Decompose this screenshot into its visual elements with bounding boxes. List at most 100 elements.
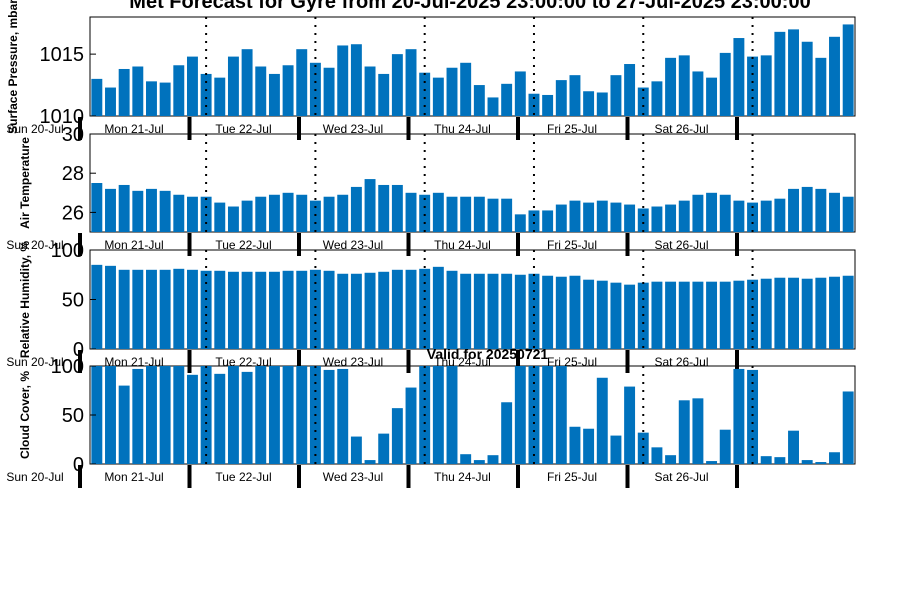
y-tick-label: 100 [51, 356, 84, 378]
y-tick-label: 50 [62, 405, 84, 427]
bar [391, 269, 403, 349]
x-day-label: Tue 22-Jul [215, 122, 271, 136]
bar [241, 200, 253, 232]
bar [405, 192, 417, 232]
bar [255, 366, 267, 464]
bar [282, 192, 294, 232]
bar [733, 280, 745, 349]
bar [624, 64, 636, 116]
bar [446, 196, 458, 232]
bar [419, 194, 431, 232]
bar [596, 280, 608, 349]
bar [159, 82, 171, 116]
bar [555, 204, 567, 232]
bar [391, 54, 403, 117]
bar [132, 368, 144, 464]
bar [842, 24, 854, 116]
bar [610, 202, 622, 232]
bar [555, 276, 567, 349]
y-axis-label: Relative Humidity, % [18, 241, 32, 358]
bar [159, 366, 171, 464]
bar [323, 369, 335, 464]
bar [733, 368, 745, 464]
bar [391, 184, 403, 232]
bar [801, 186, 813, 232]
bar [473, 196, 485, 232]
bar [624, 204, 636, 232]
bar [446, 270, 458, 349]
bar [555, 80, 567, 116]
bar [337, 273, 349, 349]
bar [282, 65, 294, 116]
bar [569, 426, 581, 464]
bar [118, 68, 130, 116]
y-tick-label: 50 [62, 290, 84, 312]
bar [118, 184, 130, 232]
bar [118, 385, 130, 464]
x-day-label: Thu 24-Jul [434, 122, 491, 136]
bar [760, 456, 772, 464]
bar [309, 269, 321, 349]
bar [692, 398, 704, 464]
bar [651, 206, 663, 232]
x-day-label: Sat 26-Jul [654, 238, 708, 252]
bar [146, 188, 157, 232]
plot-frame [89, 16, 856, 117]
bar [596, 377, 608, 464]
bar [651, 281, 663, 349]
x-day-label: Fri 25-Jul [547, 355, 597, 369]
bar [200, 73, 212, 116]
bar [378, 271, 390, 349]
bar [214, 202, 226, 232]
bar [610, 75, 622, 116]
bar [733, 200, 745, 232]
bar [665, 455, 677, 464]
bar [364, 272, 376, 349]
bar [268, 271, 280, 349]
bar [610, 282, 622, 349]
bar [651, 447, 663, 464]
bar [733, 38, 745, 116]
bar [801, 460, 813, 464]
bar [774, 198, 786, 232]
bar [583, 91, 595, 116]
bar [774, 277, 786, 349]
bar [569, 200, 581, 232]
bar [391, 408, 403, 464]
bar [514, 366, 526, 464]
bar [378, 184, 390, 232]
bar [542, 275, 554, 349]
bar [91, 183, 103, 232]
bar [159, 269, 171, 349]
bar [323, 270, 335, 349]
x-day-label: Sat 26-Jul [654, 470, 708, 484]
bar [801, 41, 813, 116]
bar [227, 366, 239, 464]
bar [487, 455, 499, 464]
bar [173, 268, 185, 349]
bar [706, 77, 718, 116]
x-day-label: Wed 23-Jul [323, 238, 383, 252]
x-day-label: Fri 25-Jul [547, 470, 597, 484]
bar [255, 196, 267, 232]
bar [473, 460, 485, 464]
y-tick-label: 1015 [40, 44, 85, 66]
y-tick-label: 28 [62, 163, 84, 185]
bar [378, 73, 390, 116]
bar [719, 52, 731, 116]
bar [678, 55, 690, 116]
bar [282, 270, 294, 349]
bar [542, 366, 554, 464]
bar [829, 36, 840, 116]
x-day-label: Fri 25-Jul [547, 122, 597, 136]
bar [173, 366, 185, 464]
bar [91, 264, 103, 349]
bar [583, 279, 595, 349]
x-day-label: Sun 20-Jul [6, 470, 63, 484]
bar [227, 271, 239, 349]
bar [747, 202, 759, 232]
bar [186, 196, 198, 232]
